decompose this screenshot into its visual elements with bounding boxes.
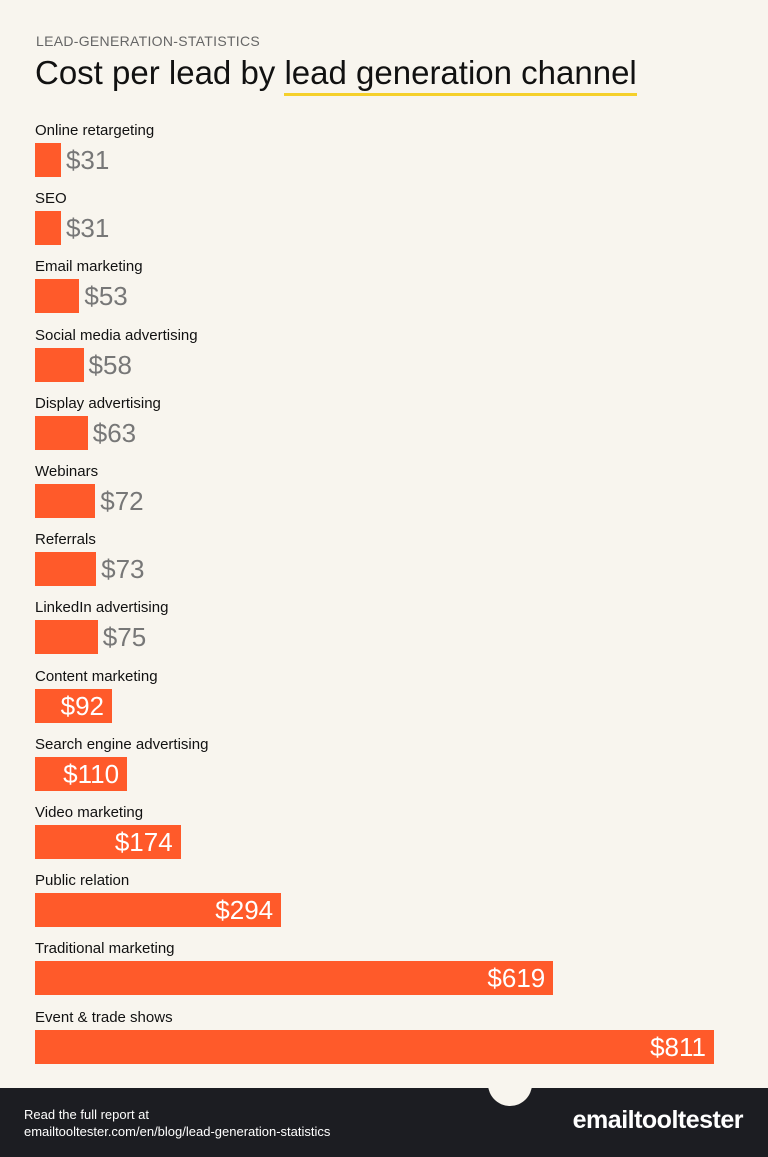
bar-chart: Online retargeting $31 SEO $31 Email marketi… [35,122,714,1064]
title-highlight: lead generation channel [284,54,637,96]
bar [35,756,128,791]
chart-title: Cost per lead by lead generation channel [35,54,637,96]
data-label: $63 [92,417,137,448]
data-label: $75 [102,622,147,653]
category-label: Traditional marketing [35,940,175,958]
category-label: Video marketing [35,804,144,821]
data-label: $31 [65,213,110,244]
data-label: $58 [88,349,132,380]
data-label: $619 [487,963,546,994]
bar [35,893,282,928]
data-label: $174 [114,827,173,857]
bar [35,552,97,587]
category-label: Social media advertising [35,326,198,344]
bar [35,825,181,859]
bar [35,961,554,996]
category-label: SEO [35,190,67,208]
kicker: LEAD-GENERATION-STATISTICS [36,33,261,49]
data-label: $53 [84,281,128,312]
data-label: $31 [65,145,110,175]
data-label: $92 [60,690,105,721]
data-label: $811 [650,1031,706,1062]
footer-text: Read the full report at [24,1107,150,1122]
data-label: $72 [100,486,144,516]
category-label: Online retargeting [35,122,155,139]
bar [35,143,61,177]
category-label: Public relation [35,872,130,890]
category-label: Referrals [35,531,96,549]
bar [35,415,88,450]
report-link[interactable]: emailtooltester.com/en/blog/lead-generat… [24,1124,331,1139]
bar [35,347,84,382]
logo: emailtooltester [572,1106,744,1134]
bar [35,620,98,655]
bar [35,688,113,723]
data-label: $294 [215,895,274,926]
category-label: Webinars [35,463,99,480]
bar [35,484,96,518]
title-part: Cost per lead by [35,54,285,91]
category-label: Search engine advertising [35,735,209,753]
category-label: Content marketing [35,667,158,685]
footer [0,1088,768,1157]
data-label: $110 [63,758,120,789]
bar [35,211,61,246]
category-label: Display advertising [35,394,161,412]
data-label: $73 [101,554,145,585]
category-label: LinkedIn advertising [35,599,169,617]
bar [35,279,80,314]
category-label: Email marketing [35,258,143,276]
category-label: Event & trade shows [35,1008,173,1026]
bar [35,1029,714,1064]
